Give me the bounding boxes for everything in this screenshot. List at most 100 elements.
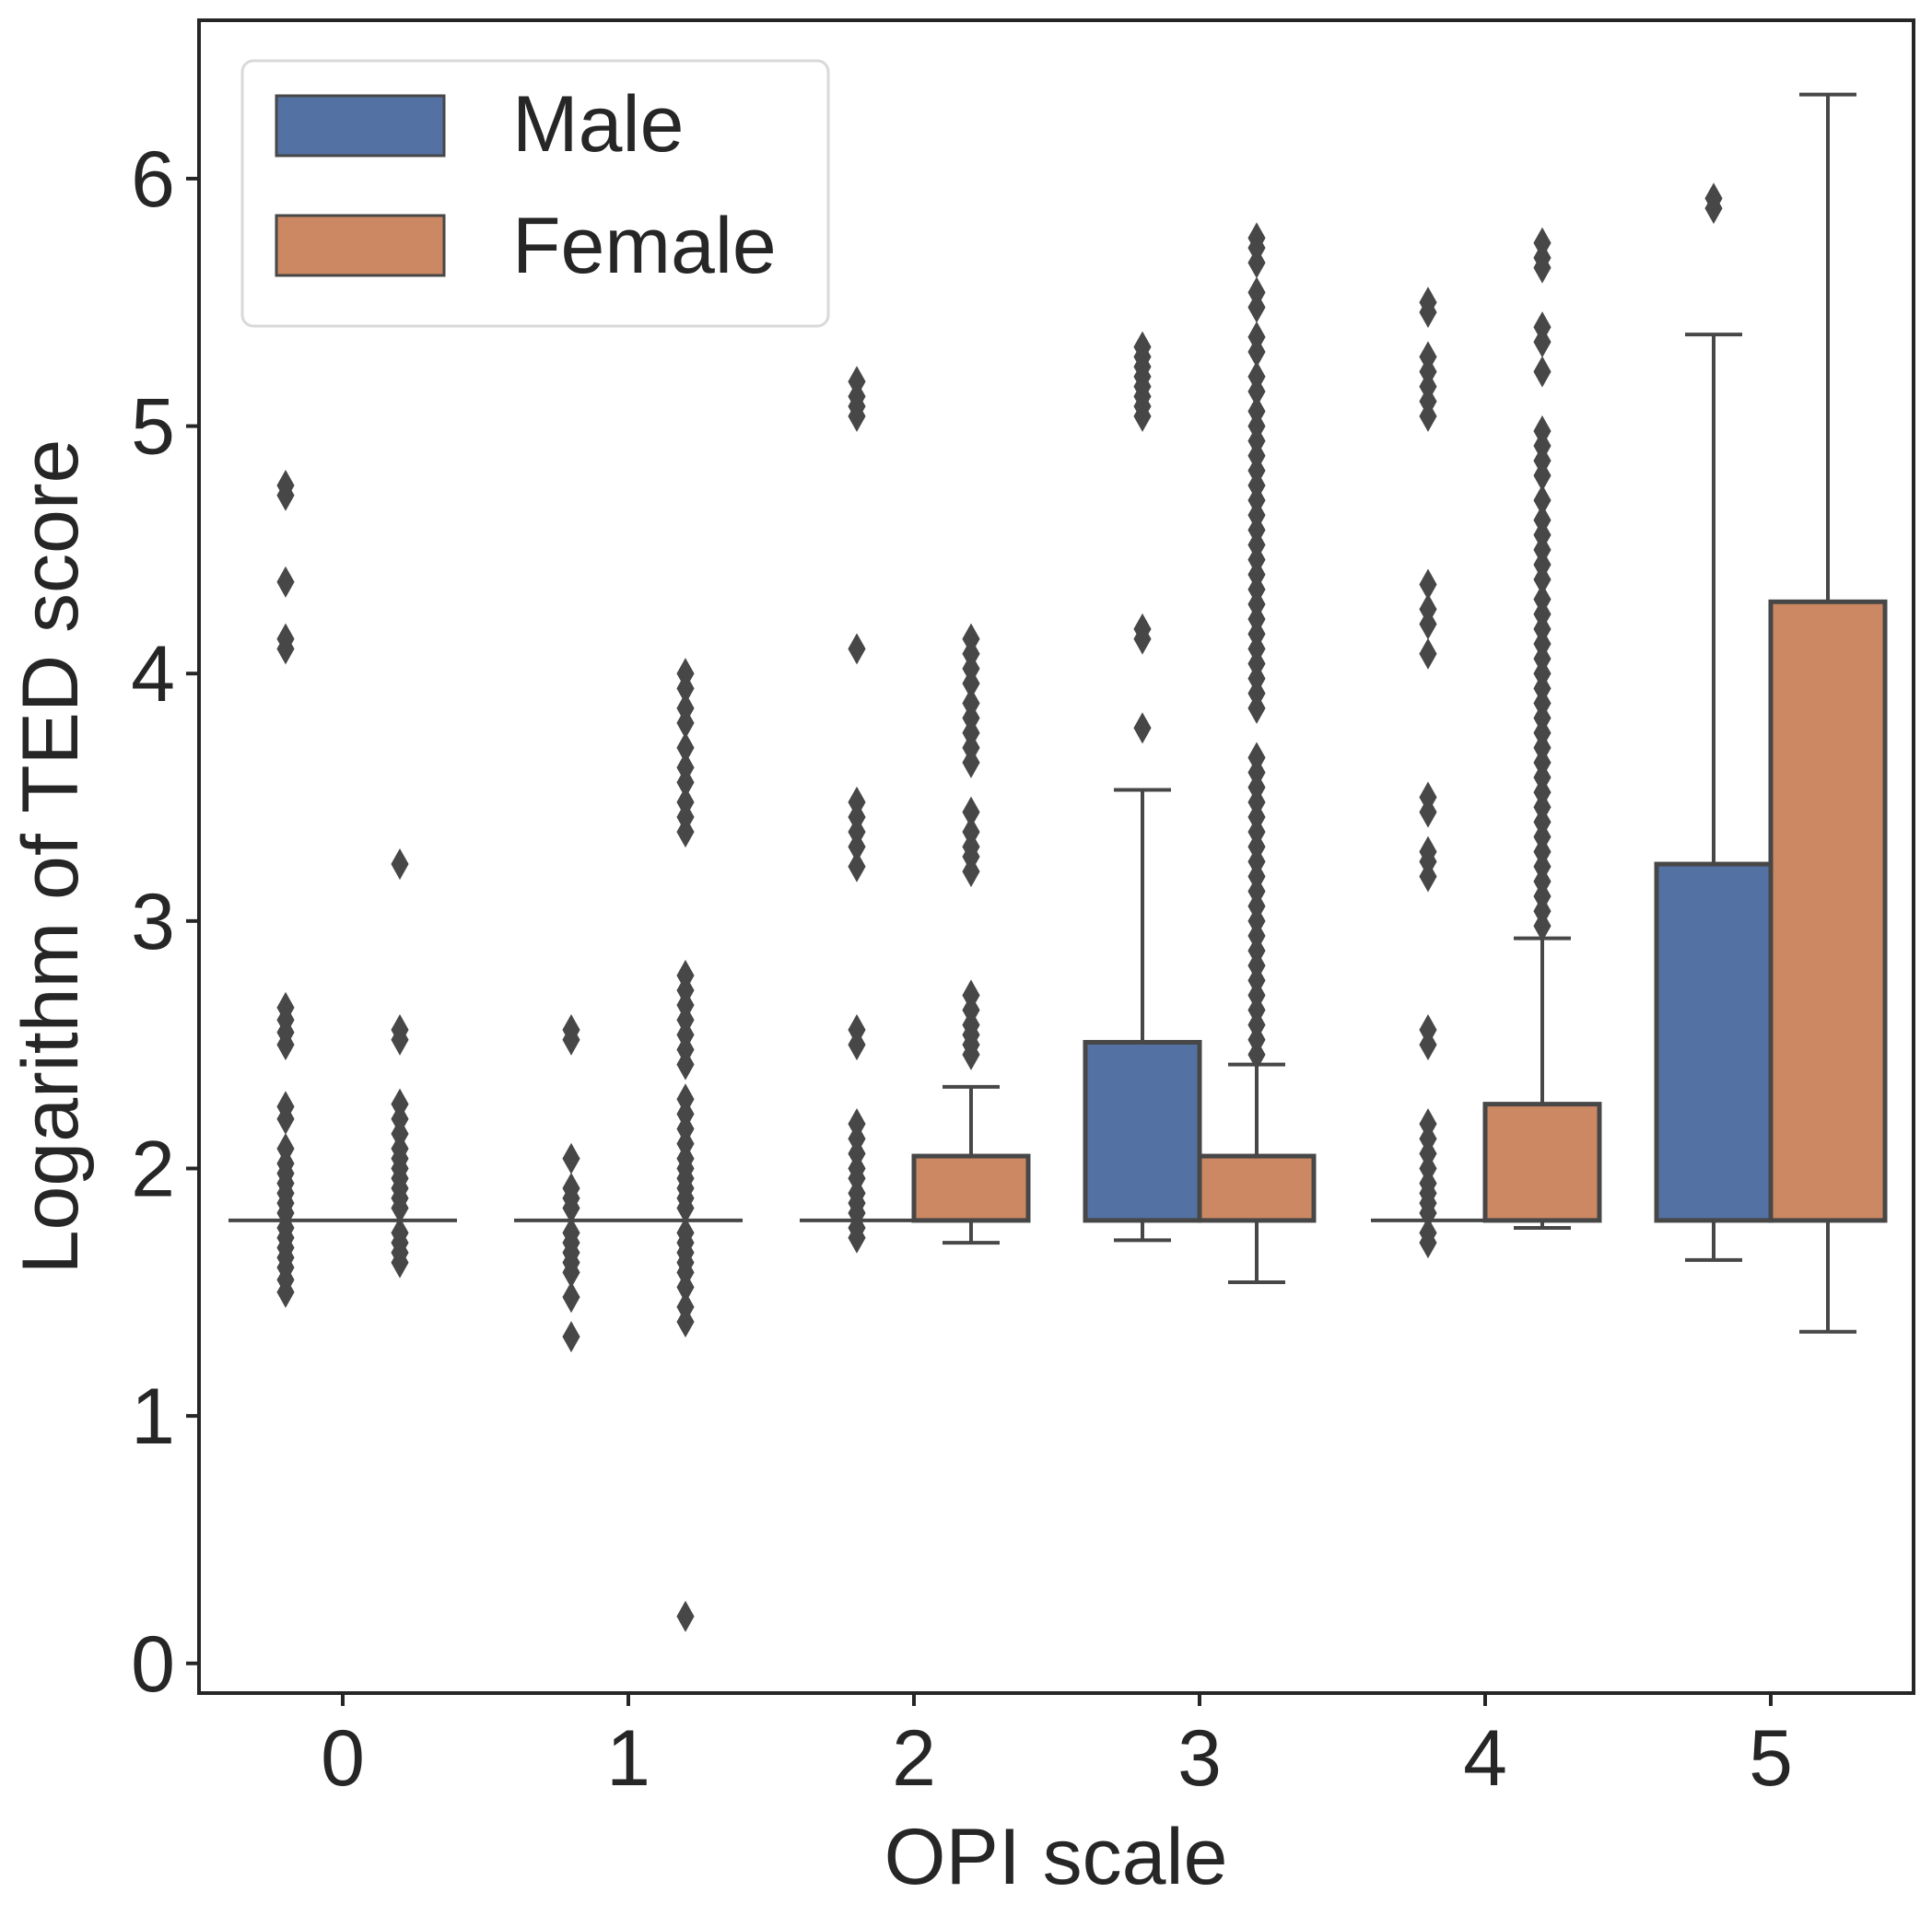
box-group-male-3 — [1083, 331, 1202, 1243]
box-group-male-2 — [800, 366, 914, 1254]
x-axis-ticks: 0 1 2 3 4 5 — [321, 1693, 1793, 1803]
flier-point — [391, 848, 409, 881]
flier-point — [1133, 613, 1152, 645]
flier-point — [562, 1321, 580, 1353]
flier-point — [1419, 568, 1437, 601]
box-group-female-0 — [343, 848, 457, 1279]
flier-point — [276, 470, 295, 502]
flier-point — [1247, 276, 1266, 309]
y-axis-label: Logarithm of TED score — [6, 439, 95, 1275]
flier-point — [676, 658, 695, 690]
flier-point — [848, 786, 866, 818]
flier-point — [848, 633, 866, 665]
flier-point — [1533, 356, 1551, 388]
flier-point — [848, 1014, 866, 1046]
flier-point — [1419, 835, 1437, 868]
y-axis-ticks: 0 1 2 3 4 5 6 — [131, 135, 199, 1709]
flier-point — [1533, 504, 1551, 536]
x-tick-label: 3 — [1177, 1714, 1222, 1803]
flier-point — [1419, 1014, 1437, 1046]
flier-point — [676, 1083, 695, 1116]
flier-point — [676, 1600, 695, 1632]
flier-point — [562, 1217, 580, 1249]
legend: Male Female — [240, 59, 830, 328]
y-tick-label: 6 — [131, 135, 175, 224]
x-axis-label: OPI scale — [884, 1813, 1228, 1901]
flier-point — [1533, 583, 1551, 615]
box-male — [1654, 861, 1774, 1223]
flier-point — [1419, 286, 1437, 319]
flier-point — [962, 623, 980, 655]
flier-point — [562, 1172, 580, 1204]
x-tick-label: 2 — [892, 1714, 936, 1803]
flier-point — [676, 959, 695, 991]
box-group-female-5 — [1768, 92, 1888, 1334]
flier-point — [1247, 222, 1266, 254]
flier-point — [1419, 637, 1437, 670]
legend-swatch-male — [275, 94, 446, 158]
flier-point — [276, 1091, 295, 1123]
x-tick-label: 5 — [1749, 1714, 1793, 1803]
flier-point — [848, 366, 866, 398]
flier-point — [562, 1281, 580, 1314]
flier-point — [676, 1217, 695, 1249]
flier-point — [276, 991, 295, 1023]
flier-point — [1704, 182, 1723, 215]
box-female — [1768, 599, 1888, 1223]
flier-point — [1533, 311, 1551, 344]
y-tick-label: 3 — [131, 878, 175, 966]
flier-point — [1247, 321, 1266, 353]
flier-point — [676, 786, 695, 818]
box-group-male-0 — [228, 470, 343, 1308]
flier-point — [1533, 415, 1551, 447]
legend-label-female: Female — [512, 202, 777, 290]
flier-point — [276, 1132, 295, 1165]
flier-point — [391, 1217, 409, 1249]
legend-swatch-female — [275, 214, 446, 277]
flier-point — [1419, 1108, 1437, 1140]
box-group-female-2 — [911, 623, 1031, 1245]
flier-point — [962, 796, 980, 828]
y-tick-label: 1 — [131, 1373, 175, 1461]
flier-point — [676, 752, 695, 784]
flier-point — [1133, 712, 1152, 744]
box-group-female-4 — [1482, 227, 1602, 1230]
flier-point — [848, 850, 866, 882]
flier-point — [276, 623, 295, 655]
flier-point — [1247, 395, 1266, 427]
y-tick-label: 4 — [131, 630, 175, 718]
box-female — [911, 1153, 1031, 1223]
flier-point — [1247, 742, 1266, 774]
flier-point — [1533, 227, 1551, 259]
box-female — [1482, 1102, 1602, 1223]
flier-point — [962, 687, 980, 719]
flier-point — [391, 1088, 409, 1120]
flier-point — [391, 1014, 409, 1046]
flier-point — [962, 816, 980, 848]
flier-point — [676, 692, 695, 724]
y-tick-label: 5 — [131, 383, 175, 472]
flier-point — [676, 1291, 695, 1323]
axes-layer: 0 1 2 3 4 5 6 0 1 2 3 4 5 OPI scale Logarithm of TE… — [6, 18, 1915, 1901]
flier-point — [562, 1014, 580, 1046]
flier-point — [1419, 341, 1437, 373]
flier-point — [1419, 781, 1437, 813]
flier-point — [1247, 360, 1266, 392]
flier-point — [962, 979, 980, 1011]
flier-point — [1419, 593, 1437, 625]
box-group-female-1 — [628, 658, 743, 1632]
plot-layer — [228, 92, 1888, 1632]
flier-point — [276, 566, 295, 598]
legend-label-male: Male — [512, 80, 684, 169]
box-group-male-5 — [1654, 182, 1774, 1262]
box-female — [1197, 1153, 1317, 1223]
flier-point — [1533, 485, 1551, 517]
flier-point — [1133, 331, 1152, 363]
flier-point — [562, 1142, 580, 1174]
flier-point — [1419, 1217, 1437, 1249]
y-tick-label: 2 — [131, 1125, 175, 1213]
box-group-male-4 — [1371, 286, 1485, 1259]
flier-point — [848, 1108, 866, 1140]
x-tick-label: 0 — [321, 1714, 365, 1803]
x-tick-label: 1 — [606, 1714, 650, 1803]
